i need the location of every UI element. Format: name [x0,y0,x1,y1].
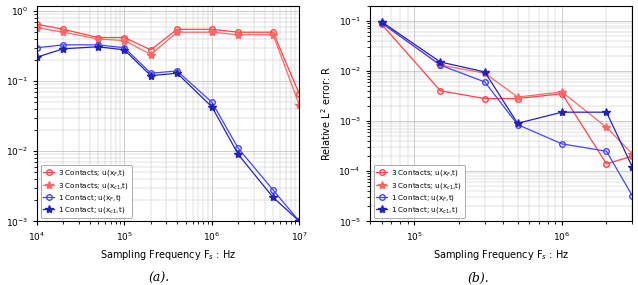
Line: 3 Contacts; u(x$_{F}$,t): 3 Contacts; u(x$_{F}$,t) [379,21,635,167]
3 Contacts; u(x$_{c1}$,t) [94,37,102,41]
3 Contacts; u(x$_{F}$,t) [94,36,102,39]
3 Contacts; u(x$_{c1}$,t) [174,30,181,34]
3 Contacts; u(x$_{F}$,t) [33,23,41,26]
3 Contacts; u(x$_{F}$,t) [147,48,154,52]
1 Contact; u(x$_{c1}$,t) [174,72,181,75]
3 Contacts; u(x$_{F}$,t) [59,28,67,31]
1 Contact; u(x$_{F}$,t) [208,101,216,104]
1 Contact; u(x$_{F}$,t) [603,150,611,153]
3 Contacts; u(x$_{F}$,t) [628,154,636,158]
1 Contact; u(x$_{F}$,t) [514,123,521,126]
1 Contact; u(x$_{c1}$,t) [295,220,303,223]
3 Contacts; u(x$_{c1}$,t) [295,104,303,107]
1 Contact; u(x$_{F}$,t) [295,220,303,223]
1 Contact; u(x$_{c1}$,t) [628,166,636,169]
1 Contact; u(x$_{F}$,t) [174,69,181,73]
1 Contact; u(x$_{c1}$,t) [378,20,385,23]
Line: 3 Contacts; u(x$_{c1}$,t): 3 Contacts; u(x$_{c1}$,t) [33,24,304,110]
3 Contacts; u(x$_{F}$,t) [234,30,242,34]
1 Contact; u(x$_{c1}$,t) [514,122,521,125]
3 Contacts; u(x$_{c1}$,t) [481,72,489,75]
1 Contact; u(x$_{F}$,t) [147,72,154,75]
Text: (a).: (a). [149,272,170,285]
1 Contact; u(x$_{F}$,t) [269,188,277,192]
3 Contacts; u(x$_{c1}$,t) [208,30,216,34]
1 Contact; u(x$_{c1}$,t) [121,48,128,52]
1 Contact; u(x$_{F}$,t) [94,43,102,46]
1 Contact; u(x$_{c1}$,t) [147,74,154,77]
3 Contacts; u(x$_{c1}$,t) [147,53,154,56]
3 Contacts; u(x$_{F}$,t) [295,93,303,96]
1 Contact; u(x$_{c1}$,t) [94,45,102,48]
3 Contacts; u(x$_{c1}$,t) [378,21,385,25]
Line: 1 Contact; u(x$_{F}$,t): 1 Contact; u(x$_{F}$,t) [34,42,302,224]
Legend: 3 Contacts; u(x$_{F}$,t), 3 Contacts; u(x$_{c1}$,t), 1 Contact; u(x$_{F}$,t), 1 : 3 Contacts; u(x$_{F}$,t), 3 Contacts; u(… [40,166,131,218]
1 Contact; u(x$_{F}$,t) [481,80,489,84]
1 Contact; u(x$_{c1}$,t) [436,60,444,64]
3 Contacts; u(x$_{F}$,t) [436,89,444,93]
3 Contacts; u(x$_{c1}$,t) [33,26,41,29]
Text: (b).: (b). [468,272,489,285]
3 Contacts; u(x$_{F}$,t) [603,162,611,166]
1 Contact; u(x$_{c1}$,t) [558,111,566,114]
1 Contact; u(x$_{c1}$,t) [208,105,216,109]
Line: 3 Contacts; u(x$_{c1}$,t): 3 Contacts; u(x$_{c1}$,t) [378,19,637,158]
3 Contacts; u(x$_{c1}$,t) [558,90,566,94]
3 Contacts; u(x$_{F}$,t) [378,23,385,26]
3 Contacts; u(x$_{c1}$,t) [436,63,444,67]
Line: 3 Contacts; u(x$_{F}$,t): 3 Contacts; u(x$_{F}$,t) [34,21,302,97]
1 Contact; u(x$_{F}$,t) [436,63,444,67]
1 Contact; u(x$_{F}$,t) [33,46,41,50]
3 Contacts; u(x$_{c1}$,t) [514,95,521,99]
1 Contact; u(x$_{F}$,t) [628,194,636,198]
3 Contacts; u(x$_{c1}$,t) [603,126,611,129]
3 Contacts; u(x$_{c1}$,t) [269,33,277,36]
Y-axis label: Relative L$^2$ error: R: Relative L$^2$ error: R [319,66,333,161]
Line: 1 Contact; u(x$_{c1}$,t): 1 Contact; u(x$_{c1}$,t) [33,42,304,225]
Legend: 3 Contacts; u(x$_{F}$,t), 3 Contacts; u(x$_{c1}$,t), 1 Contact; u(x$_{F}$,t), 1 : 3 Contacts; u(x$_{F}$,t), 3 Contacts; u(… [373,166,464,218]
3 Contacts; u(x$_{F}$,t) [481,97,489,100]
3 Contacts; u(x$_{F}$,t) [208,28,216,31]
1 Contact; u(x$_{c1}$,t) [269,196,277,199]
1 Contact; u(x$_{F}$,t) [59,43,67,46]
1 Contact; u(x$_{F}$,t) [378,21,385,25]
3 Contacts; u(x$_{c1}$,t) [234,33,242,36]
X-axis label: Sampling Frequency F$_s$ : Hz: Sampling Frequency F$_s$ : Hz [100,248,236,262]
Line: 1 Contact; u(x$_{F}$,t): 1 Contact; u(x$_{F}$,t) [379,20,635,199]
3 Contacts; u(x$_{F}$,t) [174,28,181,31]
3 Contacts; u(x$_{F}$,t) [269,30,277,34]
1 Contact; u(x$_{F}$,t) [558,142,566,146]
1 Contact; u(x$_{c1}$,t) [33,56,41,59]
1 Contact; u(x$_{c1}$,t) [234,153,242,156]
1 Contact; u(x$_{F}$,t) [121,46,128,50]
3 Contacts; u(x$_{c1}$,t) [121,39,128,42]
3 Contacts; u(x$_{c1}$,t) [59,30,67,34]
Line: 1 Contact; u(x$_{c1}$,t): 1 Contact; u(x$_{c1}$,t) [378,18,637,171]
3 Contacts; u(x$_{F}$,t) [558,92,566,95]
X-axis label: Sampling Frequency F$_s$ : Hz: Sampling Frequency F$_s$ : Hz [433,248,569,262]
3 Contacts; u(x$_{F}$,t) [121,36,128,39]
3 Contacts; u(x$_{F}$,t) [514,97,521,100]
1 Contact; u(x$_{c1}$,t) [59,47,67,50]
1 Contact; u(x$_{F}$,t) [234,147,242,150]
1 Contact; u(x$_{c1}$,t) [481,70,489,74]
3 Contacts; u(x$_{c1}$,t) [628,152,636,156]
1 Contact; u(x$_{c1}$,t) [603,111,611,114]
